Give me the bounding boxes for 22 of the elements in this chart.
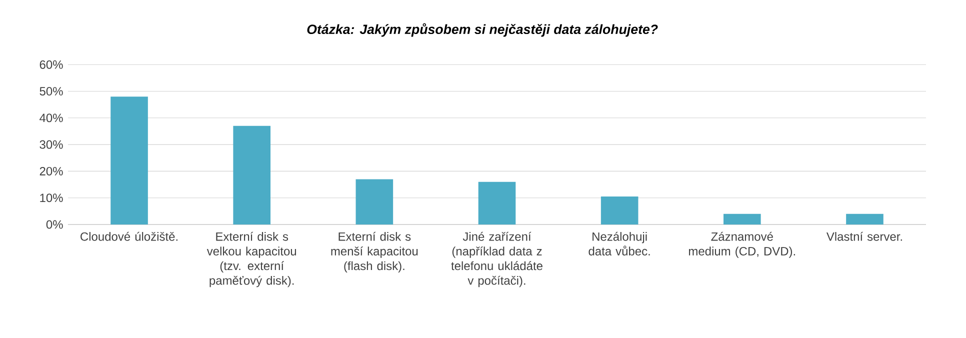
y-tick-label: 0% <box>46 220 63 229</box>
bar <box>356 179 394 225</box>
y-tick-label: 30% <box>40 140 63 149</box>
bar <box>478 182 516 225</box>
x-tick-label: Jiné zařízení (například data z telefonu ukládáte v počítači). <box>451 232 542 288</box>
y-tick-label: 60% <box>40 60 63 69</box>
y-tick-label: 20% <box>40 167 63 176</box>
chart-title: Otázka: Jakým způsobem si nejčastěji data zálohujete? <box>307 23 658 37</box>
x-tick-label: Cloudové úložiště. <box>80 232 178 241</box>
bar <box>110 96 148 225</box>
y-tick-label: 50% <box>40 87 63 96</box>
x-tick-label: Externí disk s menší kapacitou (flash disk). <box>331 232 418 273</box>
bar <box>846 214 884 225</box>
x-tick-label: Záznamové medium (CD, DVD). <box>688 232 795 258</box>
x-tick-label: Externí disk s velkou kapacitou (tzv. externí paměťový disk). <box>206 232 296 288</box>
bar <box>724 214 761 225</box>
bar <box>233 126 270 225</box>
y-tick-label: 10% <box>40 194 63 202</box>
bar <box>600 196 638 225</box>
x-tick-label: Nezálohuji data vůbec. <box>588 232 650 256</box>
x-tick-label: Vlastní server. <box>826 232 902 241</box>
y-tick-label: 40% <box>40 114 63 122</box>
